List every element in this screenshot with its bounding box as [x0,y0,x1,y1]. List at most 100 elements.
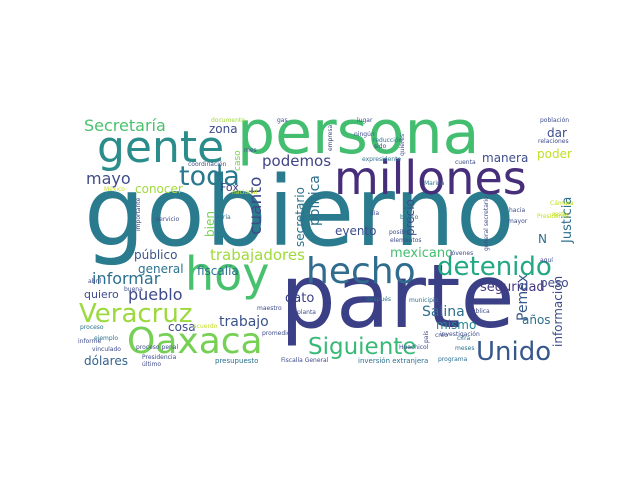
word-despues: después [366,296,392,303]
word-mismo: mismo [436,318,477,332]
word-fox: Fox [220,181,239,194]
word-dia: dia [370,210,380,217]
word-parte: parte [280,245,515,348]
word-seguridad: seguridad [480,280,545,295]
word-gas: gas [277,117,288,124]
word-presidencia: Presidencia [142,354,177,361]
word-creo: creo [435,332,448,339]
word-publico: público [134,248,178,262]
word-huachicol: Huachicol [399,344,429,351]
word-investigacion: investigación [440,331,480,338]
word-informe: informe [78,338,102,345]
word-camara: Cámara [550,200,574,207]
word-municipio: municipio [409,297,439,304]
word-cloud: gobierno parte persona millones gente ho… [72,111,577,368]
word-coordinacion: coordinación [188,161,227,168]
word-promedio: promedio [262,330,291,337]
word-cuenta: cuenta [455,159,476,166]
word-quieres: quieres [399,133,406,156]
word-siguiente: Siguiente [308,334,417,360]
word-aqui: aquí [540,257,553,264]
word-fiscalia: fiscalía [197,264,239,278]
word-mexico: México [104,186,125,193]
word-banco: banco [400,214,419,221]
word-trabajadores: trabajadores [210,246,305,264]
word-lugar: lugar [357,117,373,124]
word-persona: persona [237,111,480,168]
word-cifra: cifra [457,335,471,342]
word-secretaria: Secretaría [84,116,166,135]
word-mayo: mayo [86,169,131,188]
word-nacional: nacional [232,189,258,196]
word-gobierno: gobierno [84,156,516,268]
word-trabajo: trabajo [219,314,269,330]
word-pueblo: pueblo [128,285,183,304]
word-publica: publica [468,308,490,315]
word-anos: años [522,313,551,327]
word-mayor: mayor [508,218,528,225]
word-detenido: detenido [437,252,552,282]
word-zona: zona [209,122,238,136]
word-ultimo: último [142,361,162,368]
word-abril: abril [88,278,102,285]
word-hoy: hoy [185,247,270,301]
word-maria: María [214,214,231,221]
word-cuanto: cuanto [246,176,266,235]
word-elementos: elementos [390,237,422,244]
word-inversion-extranjera: inversión extranjera [358,357,429,365]
word-hecho: hecho [306,251,416,292]
word-dolares: dólares [84,354,128,368]
word-hacia: hacia [509,207,526,214]
word-proceso-penal: proceso penal [136,344,179,351]
word-toda: toda [179,161,240,192]
word-presupuesto: presupuesto [215,357,259,365]
word-veracruz: Veracruz [79,299,193,329]
word-pemex: Pemex [515,274,531,321]
word-planta: planta [297,309,316,316]
word-conocer: conocer [135,182,183,196]
word-marina: Marina [424,180,445,187]
word-resto: resto [552,211,568,218]
word-mes: mes [244,147,257,154]
word-dar: dar [547,126,567,140]
word-evento: evento [335,224,377,238]
word-ningun: ningún [354,131,375,138]
word-mexicano: mexicano [390,246,454,261]
word-unido: Unido [476,337,552,367]
word-sido: sido [374,143,387,150]
word-n: N [538,232,547,246]
word-pais: país [423,330,430,343]
word-poder: poder [537,147,572,161]
word-jovenes: jóvenes [450,250,474,257]
word-informar: informar [92,269,161,288]
word-secretario: secretario [293,187,307,247]
word-manera: manera [482,151,529,165]
word-programa: programa [438,356,468,363]
word-ejemplo: ejemplo [94,335,119,342]
word-poblacion: población [540,117,570,124]
word-documento: documento [211,117,245,124]
word-proceso: proceso [80,324,104,331]
word-relaciones: relaciones [538,138,569,145]
word-importante: importante [135,197,142,231]
word-quiero: quiero [84,288,119,301]
word-informacion: información [551,275,565,347]
word-gente: gente [97,122,225,173]
word-buena: buena [124,286,143,293]
word-general-secretario: general secretario [483,196,490,251]
word-reduccion: reducción [373,137,403,144]
word-servicio: servicio [156,216,180,223]
word-salina: Salina [422,304,465,320]
word-general: general [138,262,184,276]
word-podemos: podemos [262,152,332,170]
word-expresidente: expresidente [362,156,402,163]
word-fiscalia-general: Fiscalía General [281,357,329,364]
word-dato: dato [285,291,315,306]
word-cosa: cosa [168,320,196,334]
word-politica: política [307,175,323,226]
word-vinculado: vinculado [92,346,121,353]
word-millones: millones [334,151,527,205]
word-presidente: Presidente [537,213,569,220]
word-caso: caso [233,150,243,171]
word-maestro: maestro [257,305,282,312]
